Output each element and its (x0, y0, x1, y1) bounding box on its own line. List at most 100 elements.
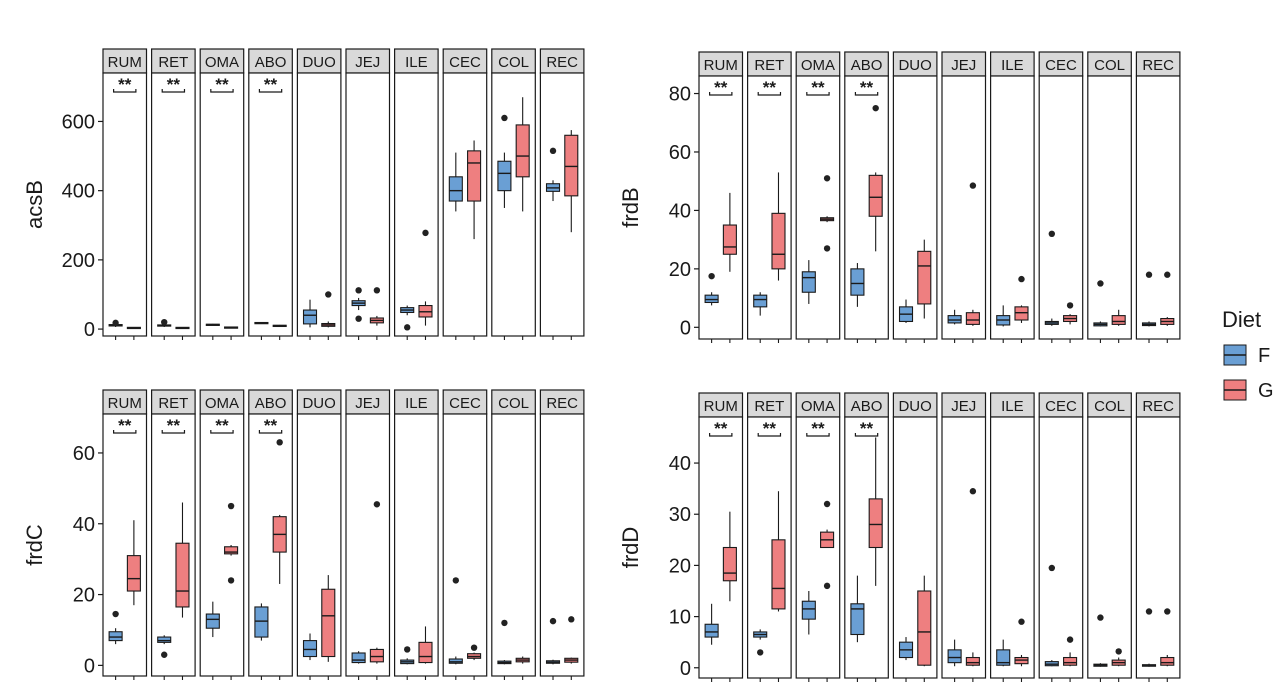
box-f (448, 577, 463, 665)
y-axis-label: frdD (618, 527, 643, 569)
box-g (321, 291, 336, 328)
box-g (965, 488, 980, 667)
facet-strip-label: RET (158, 54, 188, 71)
facet-panel (1038, 75, 1084, 340)
box-g (126, 520, 141, 606)
facet-ile: ILE (989, 392, 1035, 682)
box-iqr (868, 498, 883, 549)
significance-bracket (757, 92, 782, 96)
box-f (205, 601, 220, 638)
box-g (1063, 636, 1078, 667)
facet-strip (1038, 51, 1084, 77)
facet-strip (296, 389, 342, 415)
significance-bracket (210, 430, 234, 434)
y-tick-label: 400 (62, 181, 95, 203)
facet-panel (1135, 75, 1181, 340)
y-tick-label: 60 (669, 142, 691, 164)
facet-panel (199, 413, 245, 677)
significance-bracket (806, 92, 830, 96)
facet-panel (892, 416, 938, 679)
box-f (108, 319, 123, 328)
box-g (917, 575, 932, 667)
facet-strip (199, 389, 245, 415)
facet-strip (345, 389, 391, 415)
box-f (302, 299, 318, 328)
facet-rum: RUM ** (698, 392, 744, 682)
facet-strip-label: REC (546, 395, 578, 412)
facet-panel (491, 72, 536, 337)
box-g (515, 97, 530, 212)
facet-col: COL (491, 48, 536, 340)
box-iqr (917, 250, 932, 305)
facet-panel (1038, 416, 1084, 679)
box-f (400, 646, 415, 665)
facet-panel (394, 72, 439, 337)
panel-frdB: frdB 0 20 40 60 80 RUM ** RET ** OMA ** ABO ** DUO JEJ I… (618, 51, 1181, 343)
outlier-point (969, 488, 977, 495)
facet-strip (1038, 392, 1084, 418)
facet-abo: ABO ** (844, 392, 889, 682)
box-f (448, 152, 463, 212)
facet-oma: OMA ** (199, 48, 245, 340)
y-tick-label: 60 (73, 443, 95, 465)
facet-strip-label: JEJ (355, 54, 380, 71)
facet-panel (491, 413, 536, 677)
y-axis-label: frdB (618, 187, 643, 227)
significance-label: ** (714, 78, 728, 97)
facet-strip-label: CEC (449, 54, 481, 71)
facet-strip-label: DUO (898, 57, 931, 74)
legend-label-g: G (1258, 380, 1274, 402)
y-tick-label: 80 (669, 84, 691, 106)
box-f (704, 272, 719, 306)
facet-abo: ABO ** (844, 51, 889, 343)
box-f (1044, 564, 1059, 667)
box-iqr (1160, 656, 1175, 666)
box-iqr (1063, 656, 1078, 666)
y-tick-label: 0 (84, 319, 95, 341)
box-g (1111, 648, 1126, 667)
facet-cec: CEC (442, 389, 488, 680)
box-f (254, 603, 269, 641)
facet-strip (795, 51, 841, 77)
box-iqr (771, 212, 786, 270)
box-g (321, 575, 336, 662)
facet-rum: RUM ** (102, 48, 148, 340)
significance-label: ** (763, 78, 777, 97)
facet-strip-label: JEJ (951, 398, 976, 415)
outlier-point (872, 104, 879, 112)
facet-ret: RET ** (746, 51, 792, 343)
box-f (400, 305, 415, 331)
facet-abo: ABO ** (248, 48, 293, 340)
outlier-point (1018, 618, 1025, 625)
significance-bracket (113, 89, 137, 93)
outlier-point (1018, 275, 1025, 283)
box-g (515, 656, 530, 664)
outlier-point (373, 501, 381, 508)
significance-label: ** (264, 416, 278, 435)
facet-strip-label: COL (498, 395, 529, 412)
outlier-point (823, 500, 831, 508)
facet-strip-label: RET (754, 57, 784, 74)
significance-label: ** (264, 75, 278, 94)
outlier-point (568, 616, 575, 623)
facet-strip (844, 51, 889, 77)
box-g (868, 437, 883, 586)
outlier-point (708, 272, 715, 280)
significance-label: ** (860, 78, 874, 97)
box-f (850, 263, 865, 307)
facet-rec: REC (539, 389, 585, 680)
box-g (418, 626, 433, 664)
significance-bracket (757, 433, 782, 437)
y-tick-label: 0 (84, 655, 95, 677)
outlier-point (1048, 230, 1056, 237)
box-f (996, 305, 1011, 327)
facet-strip (941, 51, 987, 77)
facet-strip (539, 389, 585, 415)
outlier-point (161, 318, 168, 326)
box-g (126, 326, 141, 330)
facet-ret: RET ** (151, 48, 196, 340)
facet-panel (1087, 416, 1132, 679)
facet-duo: DUO (892, 51, 938, 343)
outlier-point (823, 245, 831, 252)
